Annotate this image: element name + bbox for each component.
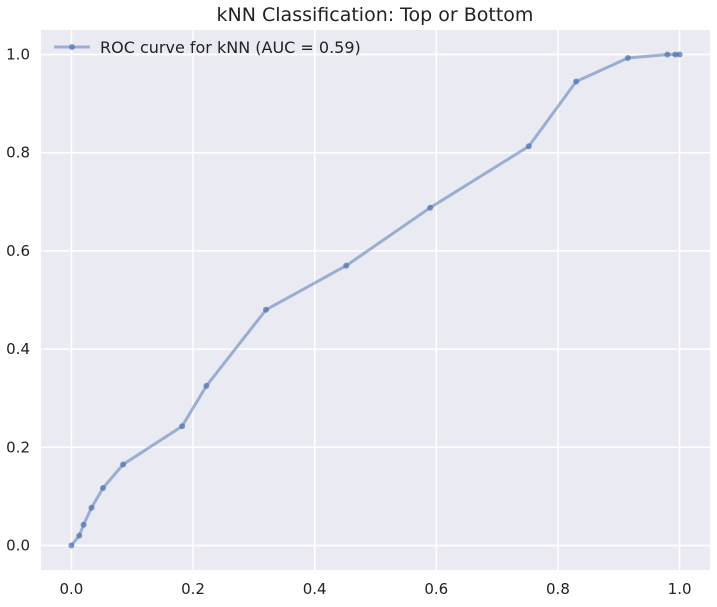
legend-label: ROC curve for kNN (AUC = 0.59)	[100, 38, 361, 57]
y-tick-label: 0.6	[6, 242, 30, 260]
roc-curve-point	[120, 461, 127, 468]
tick-labels: 0.0 0.2 0.4 0.6 0.8 1.0 0.0 0.2 0.4 0.6 0.8 1.0	[6, 46, 691, 598]
roc-curve-point	[672, 51, 679, 58]
x-tick-label: 0.0	[59, 580, 83, 598]
roc-curve-point	[343, 262, 350, 269]
roc-curve-point	[68, 542, 75, 549]
roc-curve-point	[203, 382, 210, 389]
y-tick-label: 0.8	[6, 144, 30, 162]
y-tick-label: 0.2	[6, 438, 30, 456]
x-tick-label: 1.0	[668, 580, 692, 598]
legend: ROC curve for kNN (AUC = 0.59)	[54, 38, 361, 57]
roc-curve-point	[263, 306, 269, 313]
roc-curve-point	[179, 423, 186, 430]
y-tick-label: 1.0	[6, 46, 30, 64]
grid-lines	[41, 30, 710, 570]
roc-curve-point	[76, 532, 83, 539]
roc-curve-point	[525, 143, 532, 150]
x-tick-label: 0.8	[546, 580, 570, 598]
roc-curve-point	[100, 485, 106, 491]
x-tick-label: 0.6	[424, 580, 448, 598]
y-tick-label: 0.4	[6, 340, 30, 358]
x-tick-label: 0.2	[181, 580, 205, 598]
plot-area	[41, 30, 710, 570]
roc-curve-point	[676, 51, 683, 58]
y-tick-label: 0.0	[6, 536, 30, 554]
roc-curve-point	[573, 78, 580, 85]
chart-title: kNN Classification: Top or Bottom	[217, 4, 534, 26]
roc-curve-point	[427, 204, 434, 211]
roc-curve-point	[80, 521, 87, 528]
roc-curve-point	[664, 51, 671, 58]
x-tick-label: 0.4	[303, 580, 327, 598]
legend-marker-swatch	[69, 44, 75, 50]
roc-curve-point	[88, 504, 95, 511]
roc-curve-point	[624, 55, 631, 61]
series-layer	[68, 51, 683, 549]
